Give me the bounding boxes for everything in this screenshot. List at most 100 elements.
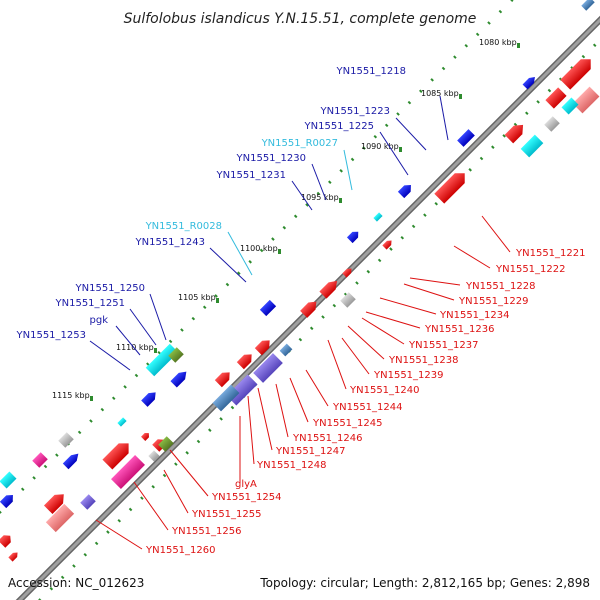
inner-tick-mark xyxy=(525,111,529,115)
leader-line xyxy=(163,469,189,514)
gene-arrow xyxy=(236,354,252,370)
gene-feature xyxy=(279,343,293,357)
gene-feature xyxy=(340,292,356,308)
outer-tick-mark xyxy=(134,373,139,378)
coordinate-tick-label: 1100 kbp xyxy=(240,244,278,253)
outer-tick-mark xyxy=(237,271,241,275)
outer-tick-mark xyxy=(89,419,93,423)
gene-feature xyxy=(520,134,544,158)
coordinate-tick-label: 1090 kbp xyxy=(361,142,399,151)
outer-tick-mark xyxy=(191,316,196,321)
inner-tick-mark xyxy=(128,507,133,512)
gene-block xyxy=(544,116,560,132)
inner-tick-mark xyxy=(434,202,438,206)
leader-line xyxy=(289,377,309,423)
outer-tick-mark xyxy=(225,282,230,287)
outer-tick-mark xyxy=(407,100,412,105)
gene-feature xyxy=(397,185,411,199)
leader-line xyxy=(403,283,455,301)
label-leader-lines xyxy=(89,95,511,550)
gene-feature xyxy=(111,455,145,489)
inner-tick-mark xyxy=(174,462,178,466)
inner-tick-mark xyxy=(355,281,359,285)
gene-arrow xyxy=(8,552,18,562)
gene-block xyxy=(145,343,179,377)
reverse-gene-label: YN1551_1248 xyxy=(256,460,327,471)
inner-tick-mark xyxy=(581,54,586,59)
gene-block xyxy=(520,134,544,158)
inner-tick-mark xyxy=(162,473,167,478)
accession-text: Accession: NC_012623 xyxy=(8,576,144,590)
gene-feature xyxy=(141,392,156,407)
leader-line xyxy=(247,395,255,465)
coordinate-tick-label: 1110 kbp xyxy=(116,343,154,352)
gene-feature xyxy=(80,494,96,510)
inner-tick-mark xyxy=(513,122,518,127)
leader-line xyxy=(409,277,461,286)
outer-tick-mark xyxy=(123,385,127,389)
gene-feature xyxy=(373,212,383,222)
gene-arrow xyxy=(43,494,64,515)
reverse-gene-label: YN1551_1240 xyxy=(349,385,420,396)
reverse-gene-label: YN1551_1255 xyxy=(191,509,262,520)
gene-block xyxy=(45,503,75,533)
leader-line xyxy=(327,339,347,390)
genome-summary-text: Topology: circular; Length: 2,812,165 bp… xyxy=(259,576,590,590)
gene-block xyxy=(561,97,579,115)
leader-line xyxy=(275,383,289,438)
gene-block xyxy=(581,0,595,11)
inner-tick-mark xyxy=(49,586,54,591)
tick-mark xyxy=(399,147,402,152)
outer-tick-mark xyxy=(396,112,400,116)
reverse-gene-label: YN1551_1246 xyxy=(292,433,363,444)
outer-tick-mark xyxy=(305,203,309,207)
outer-tick-mark xyxy=(293,214,298,219)
reverse-gene-label: YN1551_1245 xyxy=(312,418,383,429)
reverse-gene-label: glyA xyxy=(235,479,257,490)
inner-tick-mark xyxy=(502,134,506,138)
tick-mark xyxy=(90,396,93,401)
coordinate-tick-label: 1105 kbp xyxy=(178,293,216,302)
gene-block xyxy=(373,212,383,222)
gene-arrow xyxy=(434,173,465,204)
leader-line xyxy=(361,317,405,345)
outer-tick-mark xyxy=(214,294,218,298)
coordinate-tick-label: 1080 kbp xyxy=(479,38,517,47)
gene-feature xyxy=(45,503,75,533)
outer-tick-mark xyxy=(55,453,59,457)
leader-line xyxy=(291,180,313,211)
gene-feature xyxy=(544,116,560,132)
gene-arrow xyxy=(254,340,270,356)
coordinate-tick-label: 1095 kbp xyxy=(301,193,339,202)
inner-tick-mark xyxy=(547,88,552,93)
gene-arrow xyxy=(382,240,392,250)
outer-tick-mark xyxy=(77,430,82,435)
gene-feature xyxy=(168,347,184,363)
outer-tick-mark xyxy=(248,260,252,264)
outer-tick-mark xyxy=(316,191,321,196)
leader-line xyxy=(365,311,421,329)
gene-labels: YN1551_1218 YN1551_1223 YN1551_1225 YN1551_… xyxy=(16,66,586,556)
gene-arrow xyxy=(300,301,317,318)
inner-tick-mark xyxy=(117,518,122,523)
gene-feature xyxy=(214,372,230,388)
inner-tick-mark xyxy=(230,405,235,410)
tick-mark xyxy=(278,249,281,254)
inner-tick-mark xyxy=(140,496,144,500)
coordinate-tick-label: 1085 kbp xyxy=(421,89,459,98)
gene-block xyxy=(340,292,356,308)
gene-block xyxy=(279,343,293,357)
tick-mark xyxy=(154,348,157,353)
reverse-gene-label: YN1551_1221 xyxy=(515,248,586,259)
outer-tick-mark xyxy=(100,407,105,412)
gene-feature xyxy=(117,417,127,427)
leader-line xyxy=(133,481,169,531)
outer-tick-mark xyxy=(350,157,355,162)
gene-feature xyxy=(170,371,187,388)
reverse-gene-label: YN1551_1236 xyxy=(424,324,495,335)
gene-arrow xyxy=(170,371,187,388)
forward-gene-label: YN1551_1250 xyxy=(75,283,146,294)
gene-feature xyxy=(319,280,338,299)
leader-line xyxy=(257,387,273,451)
gene-feature xyxy=(572,86,600,114)
